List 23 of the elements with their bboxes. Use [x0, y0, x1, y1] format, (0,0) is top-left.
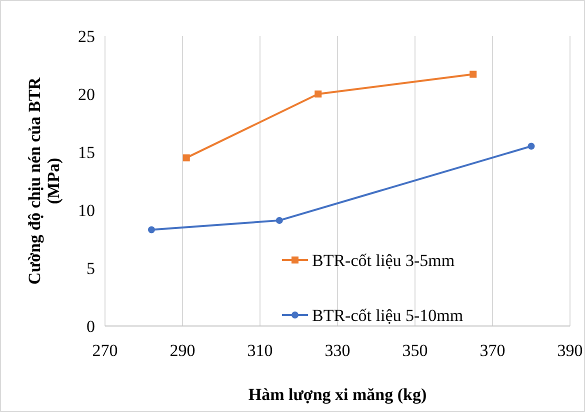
x-axis-title: Hàm lượng xi măng (kg) [248, 385, 427, 404]
y-tick-label: 25 [78, 27, 95, 46]
point [182, 154, 190, 162]
x-tick-label: 370 [480, 341, 506, 360]
y-tick-label: 5 [86, 259, 95, 278]
y-tick-label: 10 [78, 201, 95, 220]
x-tick-label: 290 [170, 341, 196, 360]
x-tick-label: 330 [324, 341, 350, 360]
point [148, 226, 155, 234]
y-tick-label: 15 [78, 143, 95, 162]
point [528, 142, 535, 150]
y-tick-label: 20 [78, 85, 95, 104]
y-tick-label: 0 [86, 317, 95, 336]
x-tick-label: 390 [557, 341, 583, 360]
legend-label: BTR-cốt liệu 3-5mm [312, 251, 455, 270]
legend-label: BTR-cốt liệu 5-10mm [312, 306, 464, 325]
y-axis-title: Cường độ chịu nén của BTR (MPa) [25, 76, 63, 285]
point [276, 216, 283, 224]
point [314, 90, 322, 98]
x-tick-label: 310 [247, 341, 273, 360]
x-tick-label: 270 [92, 341, 118, 360]
x-tick-label: 350 [402, 341, 428, 360]
point [470, 70, 477, 78]
